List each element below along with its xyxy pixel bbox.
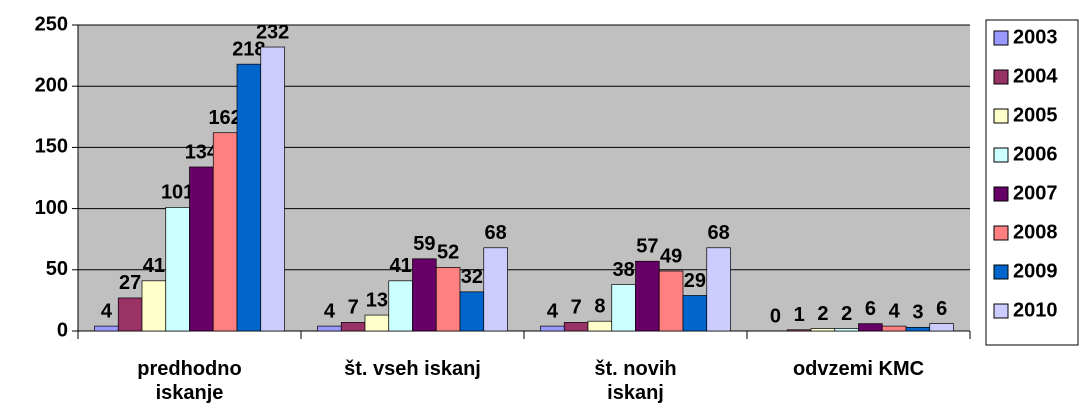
legend-label: 2006 [1013, 143, 1058, 165]
data-label: 13 [366, 289, 388, 311]
data-label: 57 [636, 236, 658, 258]
data-label: 0 [770, 305, 781, 327]
data-label: 32 [461, 266, 483, 288]
bar [212, 132, 238, 332]
data-label: 218 [232, 38, 265, 60]
legend-label: 2008 [1013, 221, 1058, 243]
data-label: 27 [119, 272, 141, 294]
y-tick-label: 150 [35, 136, 68, 158]
data-label: 29 [684, 270, 706, 292]
legend-swatch [993, 264, 1009, 280]
data-label: 52 [437, 242, 459, 264]
legend-swatch [993, 108, 1009, 124]
bar [834, 328, 859, 332]
legend-label: 2007 [1013, 182, 1058, 204]
data-label: 6 [936, 298, 947, 320]
data-label: 4 [324, 300, 336, 322]
bar [260, 46, 285, 332]
data-label: 41 [143, 255, 165, 277]
x-tick-label: št. vseh iskanj [344, 358, 481, 380]
data-label: 68 [485, 222, 507, 244]
y-tick-label: 250 [35, 13, 68, 35]
bar [340, 322, 366, 332]
bar [786, 329, 812, 332]
bar [189, 166, 214, 332]
bar [858, 323, 883, 332]
legend-swatch [993, 30, 1009, 46]
bar [236, 63, 262, 332]
legend-swatch [993, 69, 1009, 85]
data-label: 7 [348, 297, 359, 319]
data-label: 2 [841, 303, 852, 325]
bar [611, 284, 636, 332]
legend-label: 2005 [1013, 104, 1058, 126]
legend-label: 2003 [1013, 26, 1058, 48]
bar [563, 322, 589, 332]
y-tick-label: 200 [35, 74, 68, 96]
data-label: 7 [571, 297, 582, 319]
data-label: 134 [185, 141, 219, 163]
data-label: 41 [390, 255, 412, 277]
data-label: 232 [256, 21, 289, 43]
y-tick-label: 0 [57, 319, 68, 341]
bar [587, 320, 613, 332]
data-label: 8 [594, 295, 605, 317]
legend-swatch [993, 225, 1009, 241]
x-tick-label: št. novih iskanj [594, 358, 677, 404]
data-label: 4 [101, 300, 113, 322]
bar [881, 325, 907, 332]
legend-swatch [993, 147, 1009, 163]
data-label: 4 [889, 300, 901, 322]
bar [706, 247, 731, 332]
legend-swatch [993, 186, 1009, 202]
bar [540, 325, 565, 332]
bar [364, 314, 390, 332]
bar [810, 328, 836, 332]
data-label: 3 [912, 302, 923, 324]
legend-swatch [993, 303, 1009, 319]
bar [412, 258, 437, 332]
bar [317, 325, 342, 332]
data-label: 68 [708, 222, 730, 244]
bar [141, 280, 167, 332]
bar [435, 267, 461, 332]
legend-label: 2004 [1013, 65, 1058, 87]
bar [483, 247, 508, 332]
y-tick-label: 100 [35, 197, 68, 219]
data-label: 59 [413, 233, 435, 255]
x-tick-label: odvzemi KMC [792, 358, 925, 380]
bar [929, 323, 954, 332]
x-tick-label: predhodno iskanje [137, 358, 242, 404]
data-label: 49 [660, 245, 682, 267]
bar [94, 325, 119, 332]
bar [658, 270, 684, 332]
bar [388, 280, 413, 332]
legend-label: 2010 [1013, 299, 1058, 321]
data-label: 6 [865, 298, 876, 320]
y-tick-label: 50 [46, 258, 68, 280]
bar [905, 326, 931, 332]
data-label: 2 [817, 303, 828, 325]
bar [682, 295, 708, 332]
data-label: 38 [613, 259, 635, 281]
bar [635, 260, 660, 332]
bar [459, 291, 485, 332]
bar [165, 207, 190, 332]
data-label: 4 [547, 300, 559, 322]
data-label: 1 [794, 304, 805, 326]
bar [117, 297, 143, 332]
data-label: 101 [161, 182, 194, 204]
data-label: 162 [208, 107, 241, 129]
legend-label: 2009 [1013, 260, 1058, 282]
